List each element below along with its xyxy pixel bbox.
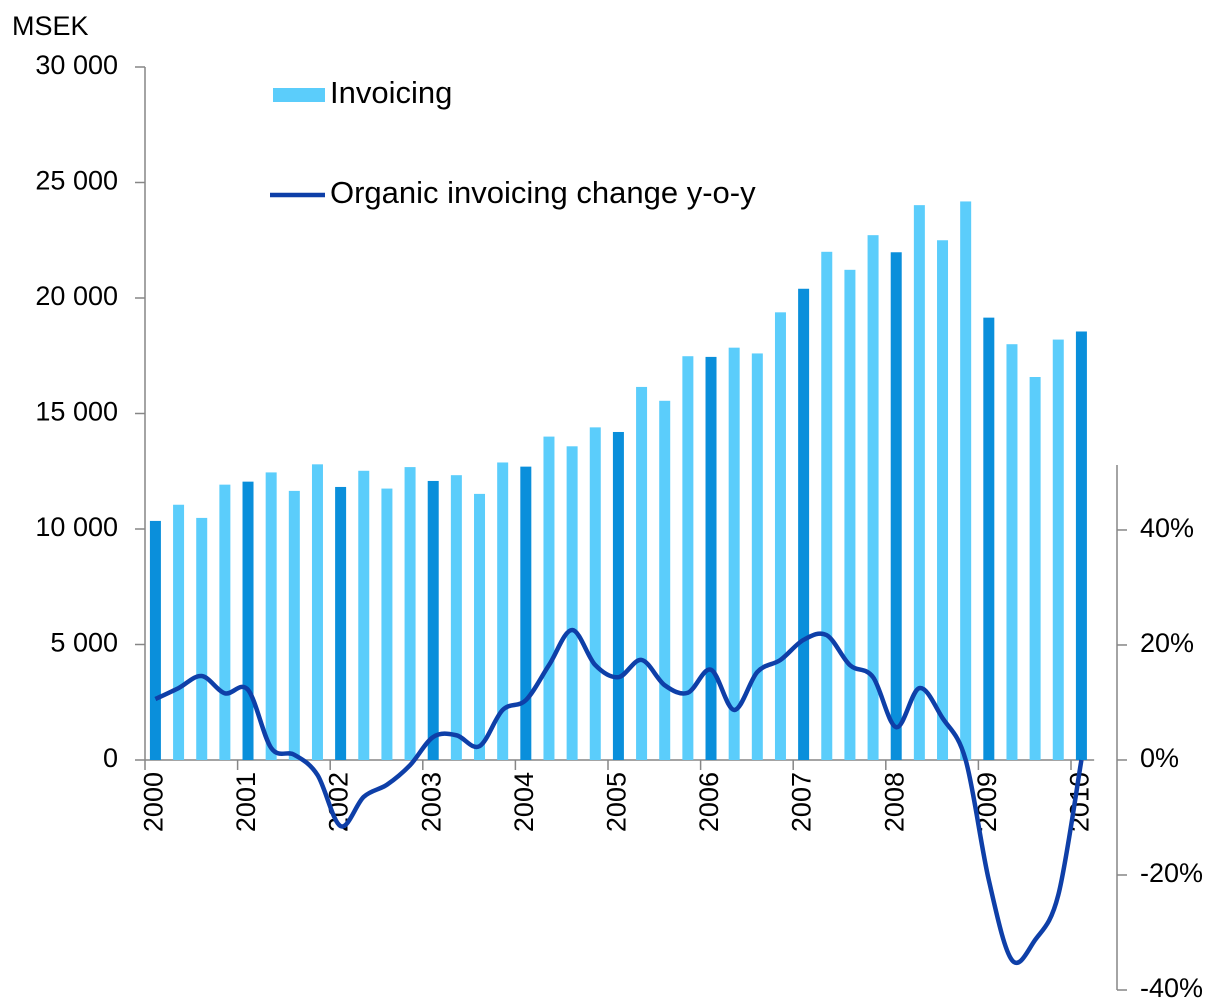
bar — [474, 493, 486, 760]
y-tick-label: 15 000 — [35, 397, 118, 427]
bar — [543, 436, 555, 760]
y2-tick-label: -20% — [1140, 858, 1203, 888]
legend-swatch — [273, 88, 325, 102]
bar — [358, 470, 370, 760]
bar — [404, 467, 416, 760]
bar — [728, 347, 740, 760]
bar — [821, 251, 833, 761]
bar — [751, 353, 763, 760]
bar — [311, 464, 323, 760]
x-tick-label: 2006 — [694, 772, 724, 832]
bar — [288, 490, 300, 760]
legend-label: Organic invoicing change y-o-y — [330, 175, 756, 210]
bar — [427, 480, 439, 760]
bar — [1029, 377, 1041, 760]
x-tick-label: 2000 — [139, 772, 169, 832]
y-tick-label: 5 000 — [50, 628, 118, 658]
bar — [705, 356, 717, 760]
bar — [219, 484, 231, 760]
bar — [798, 288, 810, 760]
y2-tick-label: -40% — [1140, 973, 1203, 1003]
bar — [265, 472, 277, 760]
bar — [1052, 339, 1064, 760]
y2-tick-label: 20% — [1140, 628, 1194, 658]
bar — [636, 386, 648, 760]
y-tick-label: 0 — [103, 743, 118, 773]
bar — [196, 517, 208, 760]
bar — [983, 317, 995, 760]
y-tick-label: 30 000 — [35, 50, 118, 80]
line — [154, 627, 1084, 965]
bar — [612, 431, 624, 760]
legend-label: Invoicing — [330, 75, 452, 110]
x-tick-label: 2008 — [879, 772, 909, 832]
x-tick-label: 2004 — [509, 772, 539, 832]
x-tick-label: 2003 — [416, 772, 446, 832]
bar — [867, 235, 879, 761]
bar — [1006, 344, 1018, 760]
bar — [774, 312, 786, 760]
bar — [497, 462, 509, 760]
bar — [335, 486, 347, 760]
x-tick-label: 2007 — [787, 772, 817, 832]
bar — [890, 252, 902, 760]
y-tick-label: 10 000 — [35, 512, 118, 542]
y-axis-label: MSEK — [12, 11, 89, 41]
x-tick-label: 2001 — [231, 772, 261, 832]
bar — [450, 475, 462, 760]
bar — [149, 520, 161, 760]
y-tick-label: 25 000 — [35, 166, 118, 196]
bar — [913, 205, 925, 760]
bar — [960, 201, 972, 760]
y-tick-label: 20 000 — [35, 281, 118, 311]
bar — [566, 446, 578, 760]
bar — [381, 488, 393, 760]
bar — [844, 269, 856, 760]
bar — [173, 504, 185, 760]
bar — [242, 481, 254, 760]
bar — [589, 427, 601, 760]
bar — [937, 240, 949, 760]
x-tick-label: 2005 — [602, 772, 632, 832]
bar — [682, 356, 694, 760]
bar — [1075, 331, 1087, 760]
y2-tick-label: 0% — [1140, 743, 1179, 773]
bar — [520, 466, 532, 760]
y2-tick-label: 40% — [1140, 513, 1194, 543]
bar — [659, 400, 671, 760]
